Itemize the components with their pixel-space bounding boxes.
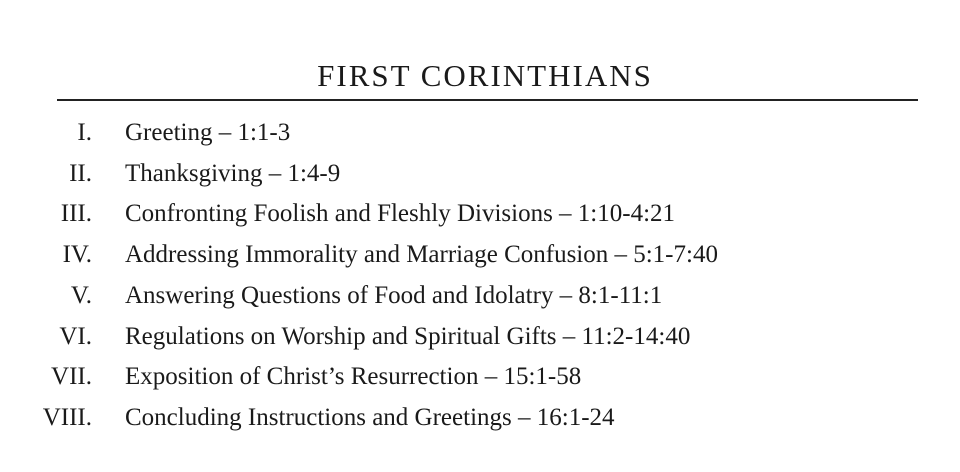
item-text: Regulations on Worship and Spiritual Gif…	[125, 322, 691, 350]
outline-item: VIII. Concluding Instructions and Greetin…	[0, 401, 960, 435]
title: FIRST CORINTHIANS	[317, 58, 653, 93]
item-numeral: I.	[77, 119, 92, 146]
item-numeral: V.	[70, 281, 92, 309]
outline-item: III. Confronting Foolish and Fleshly Divi…	[0, 197, 960, 231]
item-text: Answering Questions of Food and Idolatry…	[125, 281, 663, 309]
title-rule	[57, 99, 918, 101]
outline-item: IV. Addressing Immorality and Marriage Co…	[0, 238, 960, 272]
outline-item: I. Greeting – 1:1-3	[0, 116, 960, 150]
outline-item: V. Answering Questions of Food and Idolat…	[0, 279, 960, 313]
item-numeral: II.	[69, 159, 92, 187]
outline-item: VI. Regulations on Worship and Spiritual …	[0, 320, 960, 354]
item-text: Exposition of Christ’s Resurrection – 15…	[125, 363, 582, 391]
item-text: Addressing Immorality and Marriage Confu…	[125, 241, 718, 269]
outline-item: II. Thanksgiving – 1:4-9	[0, 157, 960, 191]
item-numeral: III.	[60, 200, 92, 228]
item-numeral: VIII.	[42, 403, 92, 431]
item-numeral: IV.	[62, 241, 92, 269]
item-text: Thanksgiving – 1:4-9	[125, 159, 341, 187]
item-text: Concluding Instructions and Greetings – …	[125, 403, 615, 431]
item-text: Confronting Foolish and Fleshly Division…	[125, 200, 676, 228]
item-text: Greeting – 1:1-3	[125, 119, 291, 146]
outline-item: VII. Exposition of Christ’s Resurrection …	[0, 360, 960, 394]
item-numeral: VI.	[59, 322, 92, 350]
item-numeral: VII.	[51, 363, 92, 391]
